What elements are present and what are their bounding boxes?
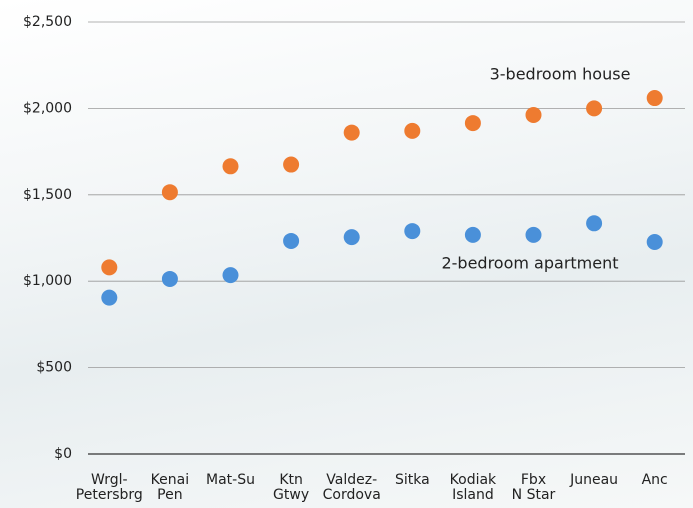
dot — [526, 227, 542, 243]
x-tick-label: Mat-Su — [206, 472, 255, 488]
dot — [647, 90, 663, 106]
dot — [586, 100, 602, 116]
dot — [223, 267, 239, 283]
dot — [465, 227, 481, 243]
dot — [162, 271, 178, 287]
dot — [404, 123, 420, 139]
x-tick-label: Juneau — [569, 472, 618, 488]
dot — [223, 158, 239, 174]
dot — [526, 107, 542, 123]
series-label: 2-bedroom apartment — [441, 254, 618, 273]
x-tick-label: Anc — [642, 472, 668, 488]
dot — [283, 157, 299, 173]
dot — [162, 184, 178, 200]
y-tick-label: $2,000 — [23, 100, 72, 116]
x-tick-label: Wrgl-Petersbrg — [76, 472, 143, 503]
dot — [344, 229, 360, 245]
y-tick-label: $1,500 — [23, 187, 72, 203]
x-tick-label: Valdez-Cordova — [323, 472, 381, 503]
dot — [586, 215, 602, 231]
dot — [647, 234, 663, 250]
dot — [283, 233, 299, 249]
series-label: 3-bedroom house — [490, 65, 631, 84]
dot — [404, 223, 420, 239]
dot — [465, 115, 481, 131]
dot — [101, 290, 117, 306]
y-tick-label: $2,500 — [23, 14, 72, 30]
y-tick-label: $1,000 — [23, 273, 72, 289]
dot — [101, 259, 117, 275]
chart: $0 $500 $1,000 $1,500 $2,000 $2,500 Wrgl-Peter… — [0, 0, 693, 508]
dot — [344, 125, 360, 141]
y-tick-label: $0 — [54, 446, 72, 462]
y-tick-label: $500 — [36, 360, 72, 376]
x-tick-label: Sitka — [395, 472, 430, 488]
